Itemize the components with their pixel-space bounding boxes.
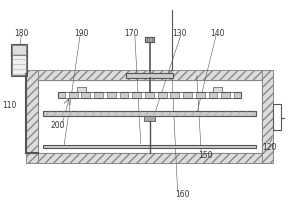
Text: 140: 140	[210, 29, 225, 38]
Text: 120: 120	[262, 143, 276, 152]
Bar	[213, 87, 222, 92]
Bar	[26, 70, 38, 163]
Bar	[26, 70, 274, 80]
Bar	[274, 104, 281, 130]
Bar	[167, 92, 170, 98]
Bar	[78, 92, 82, 98]
Text: 180: 180	[14, 29, 28, 38]
Bar	[144, 116, 155, 121]
Bar	[154, 92, 158, 98]
Bar	[179, 92, 183, 98]
Bar	[192, 92, 196, 98]
Text: 110: 110	[2, 101, 17, 110]
Bar	[116, 92, 120, 98]
Bar	[77, 87, 86, 92]
Bar	[218, 92, 221, 98]
Text: 130: 130	[172, 29, 186, 38]
Bar	[145, 37, 154, 42]
Bar	[90, 92, 94, 98]
Text: 200: 200	[51, 121, 65, 130]
Bar	[26, 153, 274, 163]
Bar	[65, 92, 69, 98]
Bar	[11, 52, 27, 76]
Bar	[38, 80, 262, 153]
Text: 170: 170	[124, 29, 139, 38]
Text: 190: 190	[74, 29, 89, 38]
Bar	[11, 44, 27, 56]
Bar	[44, 111, 256, 116]
Bar	[103, 92, 107, 98]
Bar	[44, 145, 256, 148]
Bar	[12, 53, 26, 75]
Bar	[262, 70, 274, 163]
Bar	[230, 92, 234, 98]
Bar	[205, 92, 208, 98]
Text: 150: 150	[198, 151, 213, 160]
Bar	[126, 73, 173, 78]
Bar	[128, 92, 132, 98]
Bar	[141, 92, 145, 98]
Bar	[12, 45, 26, 55]
Text: 160: 160	[175, 190, 189, 199]
Bar	[58, 92, 241, 98]
